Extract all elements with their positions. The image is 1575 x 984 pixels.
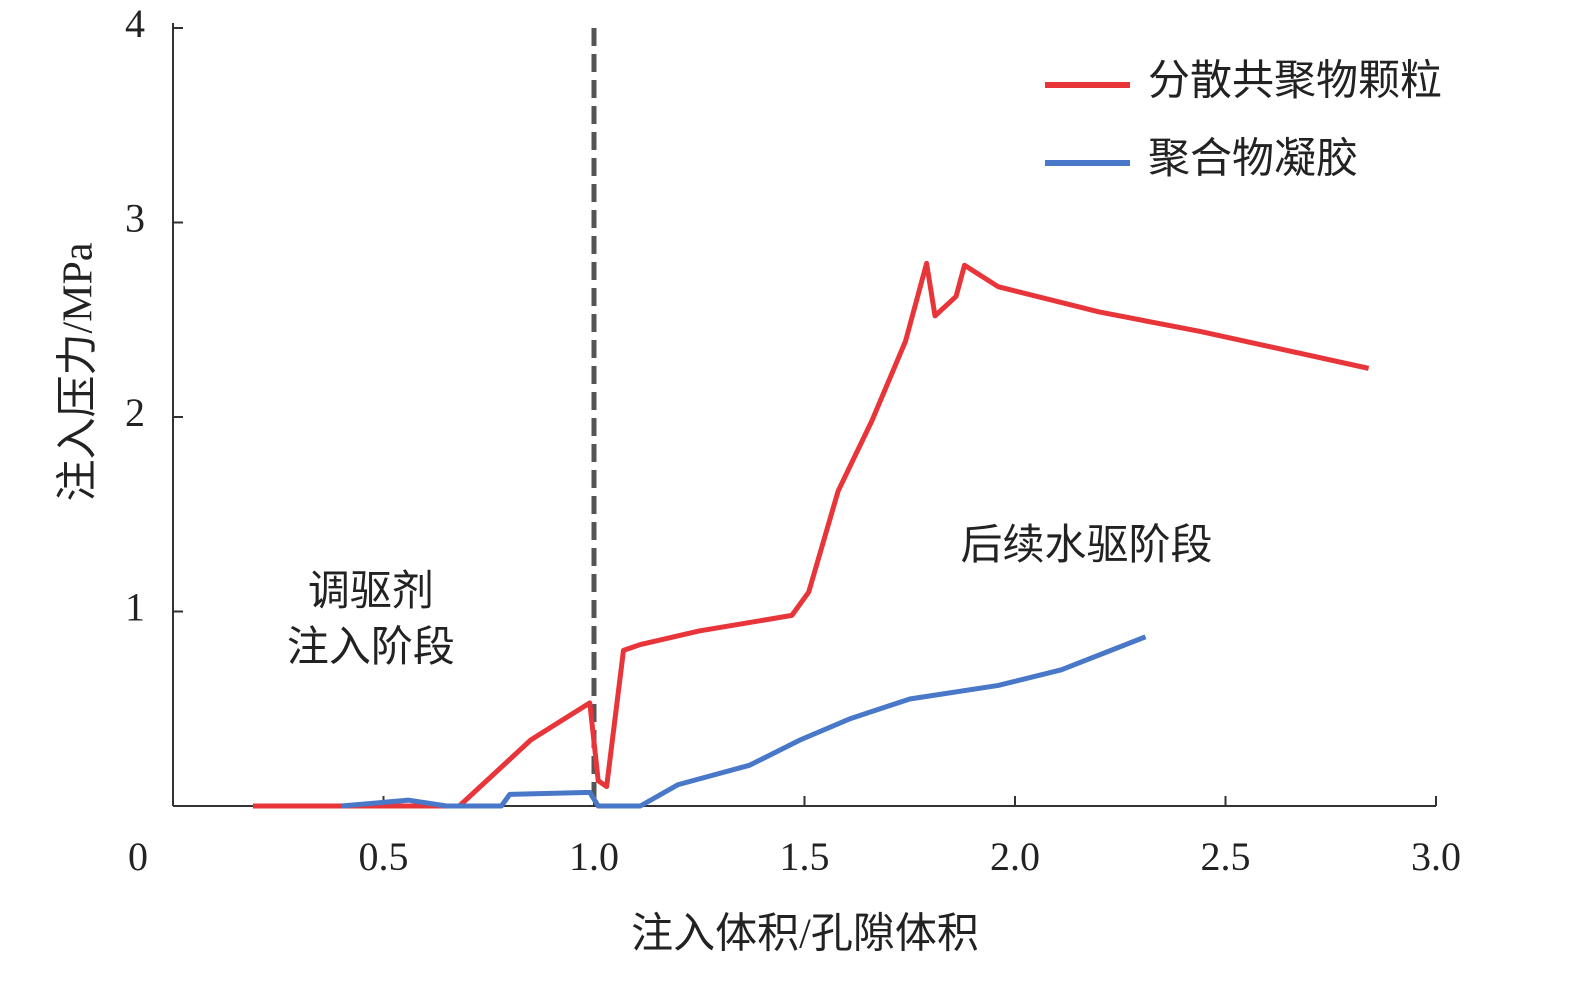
x-axis-label: 注入体积/孔隙体积 <box>631 911 979 958</box>
legend-label: 聚合物凝胶 <box>1148 136 1358 183</box>
x-tick-label: 2.5 <box>1201 834 1251 879</box>
y-tick-label: 4 <box>125 1 145 46</box>
annotation: 后续水驱阶段 <box>961 523 1213 569</box>
x-tick-label: 2.0 <box>990 834 1040 879</box>
series-line <box>252 260 1370 809</box>
annotation: 注入阶段 <box>287 624 455 671</box>
x-tick-label: 0.5 <box>359 834 409 879</box>
x-tick-label: 1.5 <box>780 834 830 879</box>
legend-label: 分散共聚物颗粒 <box>1148 59 1442 105</box>
x-tick-label: 3.0 <box>1411 834 1461 879</box>
x-tick-label: 0 <box>128 834 148 879</box>
y-tick-label: 2 <box>125 390 145 435</box>
x-tick-label: 1.0 <box>569 834 619 879</box>
y-tick-label: 1 <box>125 585 145 630</box>
y-axis-label: 注入压力/MPa <box>55 242 102 501</box>
annotation: 调驱剂 <box>308 569 434 615</box>
series-line <box>341 634 1147 809</box>
y-tick-label: 3 <box>125 196 145 241</box>
